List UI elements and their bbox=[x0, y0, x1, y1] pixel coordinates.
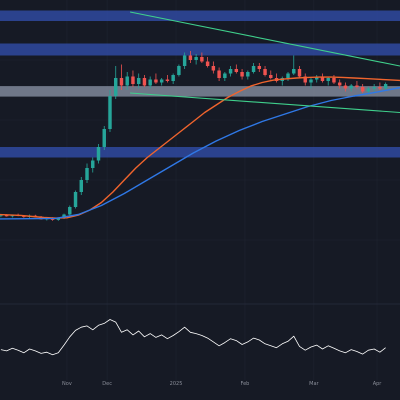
candle-body bbox=[154, 79, 158, 83]
candle-body bbox=[188, 55, 193, 60]
candle-body bbox=[171, 75, 175, 81]
candle-body bbox=[96, 147, 101, 161]
candle-body bbox=[383, 84, 388, 89]
candle-body bbox=[349, 85, 353, 89]
candle-body bbox=[4, 215, 9, 217]
candle-body bbox=[309, 79, 313, 83]
candle-body bbox=[91, 160, 95, 168]
candle-body bbox=[200, 57, 204, 62]
x-tick-label: 2025 bbox=[170, 381, 183, 387]
candle-body bbox=[326, 78, 330, 81]
candle-body bbox=[56, 218, 61, 220]
moving-average-line bbox=[0, 86, 400, 220]
moving-average-lines bbox=[0, 76, 400, 220]
candle-body bbox=[251, 66, 256, 72]
candle-body bbox=[332, 78, 336, 83]
channel-trendline bbox=[129, 11, 400, 67]
candle-body bbox=[114, 78, 118, 96]
channel-trendline bbox=[130, 92, 400, 114]
chart-grid bbox=[0, 0, 400, 380]
x-tick-label: Mar bbox=[309, 381, 319, 387]
price-zone-band bbox=[0, 147, 400, 158]
candle-body bbox=[119, 78, 124, 86]
candle-body bbox=[228, 69, 233, 74]
x-tick-label: Dec bbox=[102, 381, 112, 387]
candle-body bbox=[165, 79, 170, 81]
candle-body bbox=[286, 73, 290, 78]
candle-body bbox=[269, 75, 273, 78]
candle-body bbox=[246, 72, 250, 77]
candle-body bbox=[194, 57, 198, 60]
candle-body bbox=[263, 69, 267, 75]
candle-body bbox=[108, 96, 112, 129]
x-tick-label: Feb bbox=[241, 381, 250, 387]
candle-body bbox=[360, 87, 365, 92]
x-tick-label: Apr bbox=[373, 381, 383, 387]
candle-body bbox=[182, 55, 187, 66]
candle-body bbox=[234, 69, 239, 72]
candle-body bbox=[0, 215, 3, 217]
candle-body bbox=[142, 78, 147, 86]
candle-body bbox=[378, 87, 382, 89]
candle-body bbox=[303, 76, 307, 83]
price-zone-band bbox=[0, 86, 400, 97]
candle-body bbox=[73, 192, 78, 207]
candle-body bbox=[159, 79, 164, 83]
candle-body bbox=[148, 79, 152, 86]
candle-body bbox=[297, 69, 302, 77]
candle-body bbox=[50, 218, 55, 220]
candle-body bbox=[136, 78, 141, 84]
candle-body bbox=[315, 76, 319, 80]
candle-body bbox=[372, 87, 376, 89]
channel-trendlines bbox=[129, 11, 400, 114]
candle-body bbox=[79, 180, 83, 192]
candle-body bbox=[102, 129, 106, 147]
x-tick-label: Nov bbox=[62, 381, 72, 387]
candlestick-series bbox=[0, 51, 388, 221]
price-zone-band bbox=[0, 10, 400, 21]
candle-body bbox=[366, 88, 371, 92]
candle-body bbox=[131, 76, 135, 84]
candle-body bbox=[205, 61, 210, 66]
candle-body bbox=[68, 207, 72, 215]
candle-body bbox=[177, 66, 181, 75]
x-axis-ticks: Nov Dec 2025 Feb Mar Apr bbox=[62, 381, 382, 387]
candle-body bbox=[343, 85, 348, 89]
candle-body bbox=[355, 85, 359, 87]
candle-body bbox=[85, 168, 89, 180]
candle-body bbox=[320, 76, 325, 81]
candle-body bbox=[240, 72, 244, 77]
candle-body bbox=[337, 82, 342, 86]
candle-body bbox=[217, 70, 221, 78]
candle-body bbox=[223, 73, 227, 78]
candle-body bbox=[22, 216, 26, 217]
candle-body bbox=[292, 69, 296, 74]
rsi-indicator-panel bbox=[0, 319, 386, 356]
candle-body bbox=[257, 66, 262, 69]
candle-body bbox=[125, 76, 129, 86]
candle-body bbox=[211, 66, 216, 71]
rsi-line bbox=[0, 319, 386, 356]
